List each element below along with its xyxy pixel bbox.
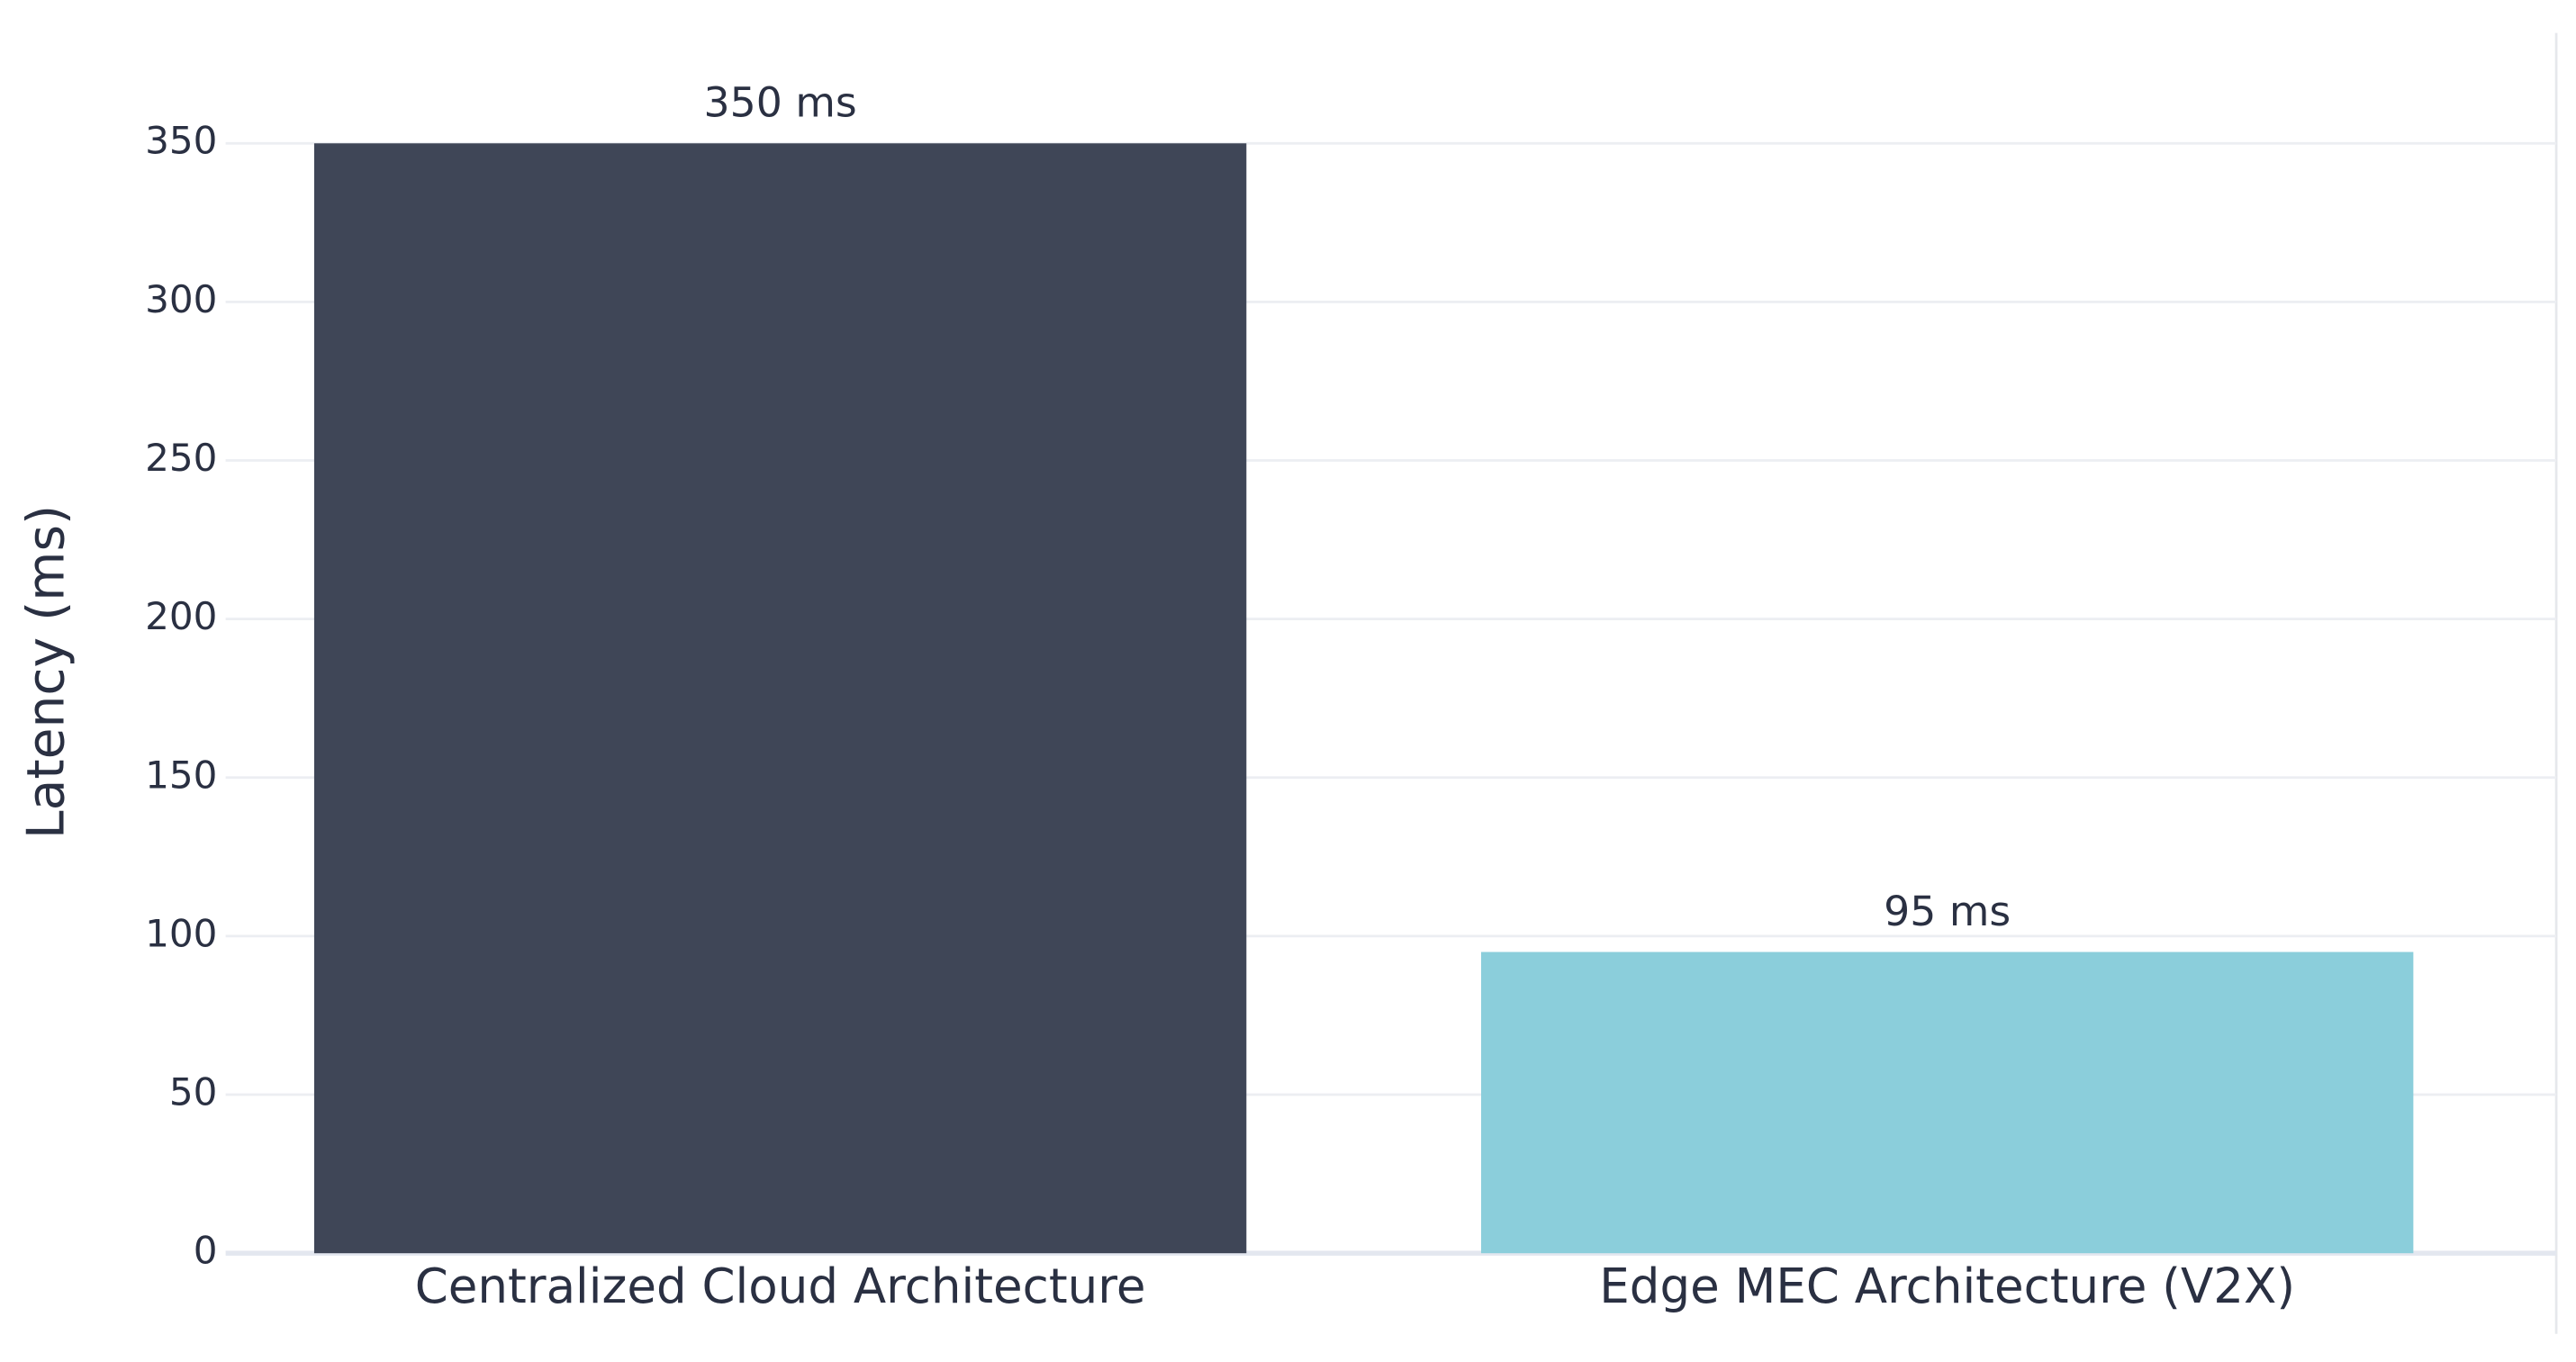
y-tick-label: 200 [145,594,217,638]
y-tick-label: 250 [145,436,217,480]
bar [1480,952,2414,1254]
y-tick-label: 350 [145,119,217,163]
y-tick-label: 300 [145,277,217,321]
value-label: 350 ms [704,79,857,127]
y-tick-label: 100 [145,911,217,955]
bar [313,143,1247,1254]
x-tick-label: Centralized Cloud Architecture [415,1258,1146,1314]
y-tick-label: 50 [169,1070,218,1114]
y-axis-label: Latency (ms) [17,505,77,839]
y-tick-label: 150 [145,753,217,797]
value-label: 95 ms [1884,888,2011,935]
x-tick-label: Edge MEC Architecture (V2X) [1599,1258,2295,1314]
y-tick-label: 0 [194,1229,218,1273]
